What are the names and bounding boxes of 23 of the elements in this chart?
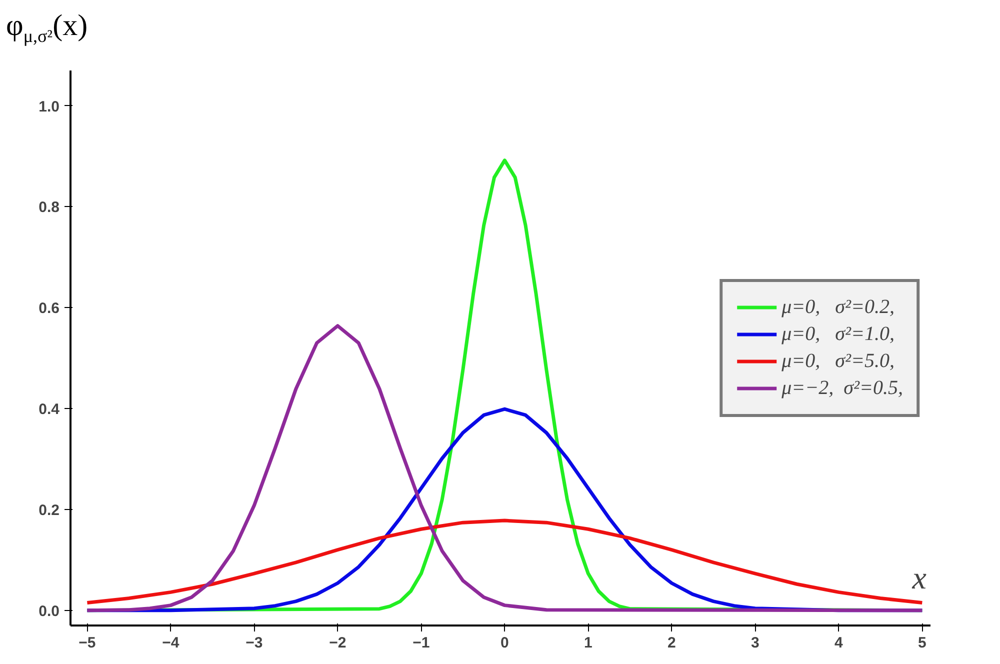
x-tick-label: −3 — [246, 634, 263, 652]
legend-label: μ=−2, σ²=0.5, — [782, 376, 903, 400]
x-tick-label: 2 — [667, 634, 676, 652]
y-tick-label: 0.6 — [38, 300, 60, 318]
y-tick-label: 1.0 — [38, 98, 60, 116]
x-tick-label: 3 — [750, 634, 760, 652]
x-tick-label: −1 — [412, 634, 430, 652]
x-tick-label: −2 — [329, 634, 346, 652]
legend-label: μ=0, σ²=1.0, — [782, 322, 894, 346]
x-tick-label: 0 — [500, 634, 509, 652]
x-axis-title: x — [911, 560, 926, 596]
x-tick-label: 5 — [918, 634, 926, 652]
y-tick-label: 0.8 — [38, 199, 60, 216]
x-tick-label: 1 — [584, 634, 592, 652]
x-tick-label: 4 — [834, 634, 844, 652]
y-tick-label: 0.4 — [38, 401, 60, 418]
y-axis-title: φ$_{μ,σ²}$(x) — [6, 8, 88, 48]
x-tick-label: −5 — [78, 634, 96, 652]
legend-label: μ=0, σ²=0.2, — [782, 296, 894, 318]
y-tick-label: 0.0 — [38, 602, 60, 620]
legend-label: μ=0, σ²=5.0, — [782, 350, 894, 372]
x-tick-label: −4 — [162, 634, 180, 652]
y-tick-label: 0.2 — [38, 502, 60, 519]
